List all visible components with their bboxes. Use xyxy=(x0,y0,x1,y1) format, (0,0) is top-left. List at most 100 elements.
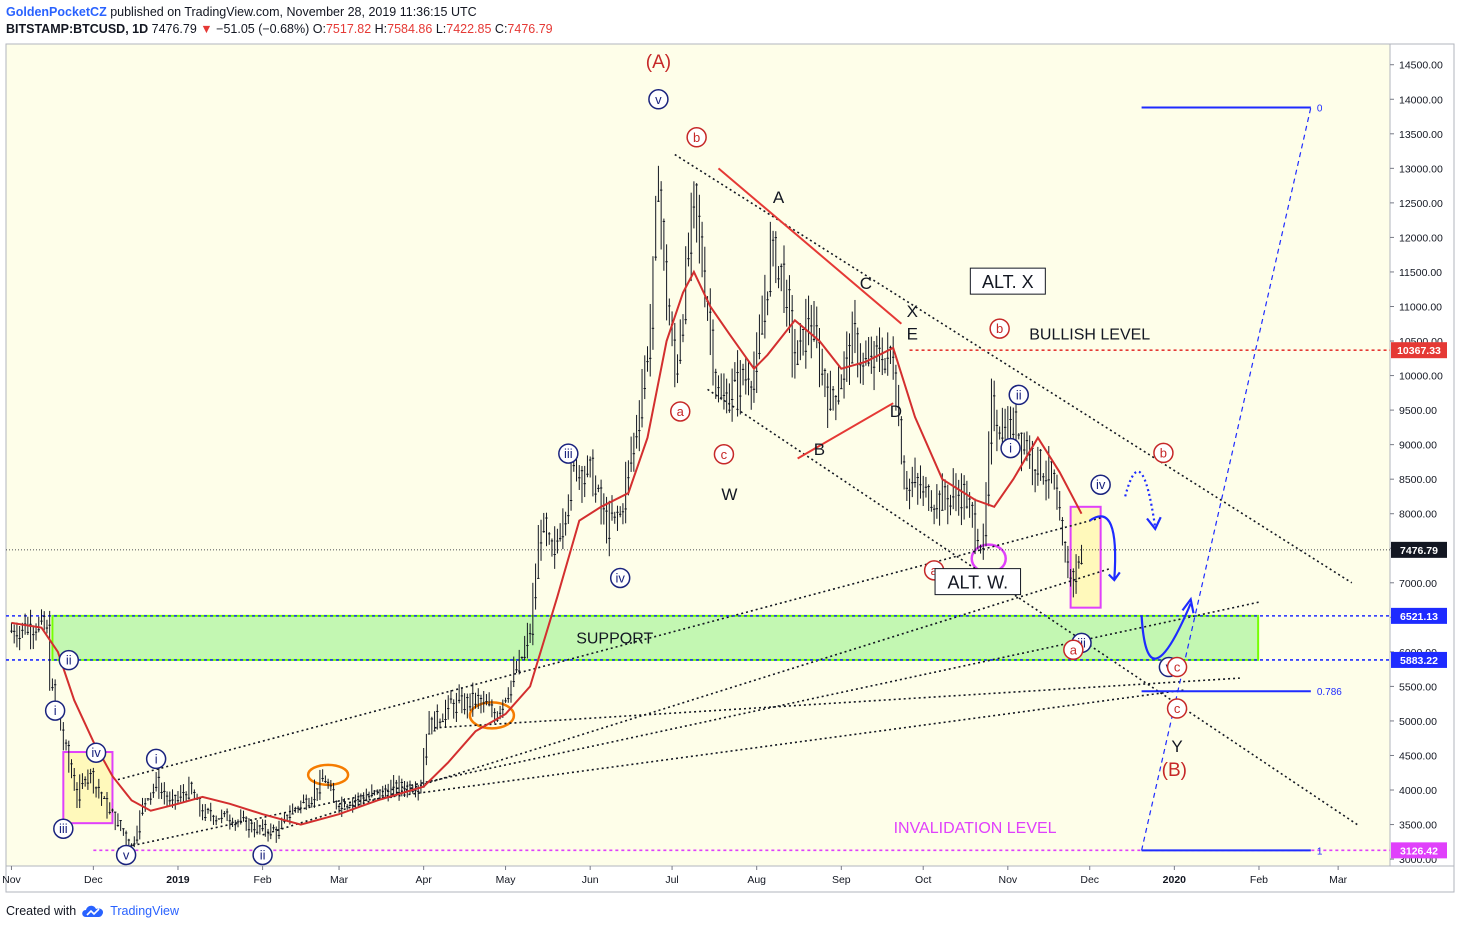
y-tick-label: 8000.00 xyxy=(1399,509,1437,521)
x-tick-label: Sep xyxy=(832,874,851,886)
wave-label-circle xyxy=(1000,437,1021,459)
chart-annotation: (B) xyxy=(1162,760,1187,781)
created-with-text: Created with xyxy=(6,904,77,918)
chart-annotation: D xyxy=(890,402,902,421)
price-tag-label: 5883.22 xyxy=(1400,655,1438,667)
wave-label: b xyxy=(996,321,1003,336)
annotation-box-label: ALT. X xyxy=(982,272,1034,292)
price-tag xyxy=(1391,651,1447,668)
wave-label: iv xyxy=(91,745,101,760)
trendline xyxy=(338,689,1186,805)
arrow-head-icon xyxy=(1108,571,1121,582)
x-tick-label: Nov xyxy=(2,874,21,886)
tradingview-link[interactable]: TradingView xyxy=(110,904,179,918)
wave-line xyxy=(797,402,894,460)
close-value: 7476.79 xyxy=(507,22,553,36)
wave-label: i xyxy=(155,751,158,766)
y-tick-label: 4500.00 xyxy=(1399,750,1437,762)
open-value: 7517.82 xyxy=(325,22,372,36)
chart-annotation: C xyxy=(860,274,872,293)
chart-annotation: B xyxy=(814,440,825,459)
wave-label-circle xyxy=(989,318,1010,339)
wave-label: iii xyxy=(59,821,68,836)
y-tick-label: 9500.00 xyxy=(1399,405,1437,417)
x-tick-label: 2019 xyxy=(166,874,190,886)
x-tick-label: 2020 xyxy=(1163,874,1187,886)
wave-label-circle xyxy=(670,401,691,422)
x-tick-label: Dec xyxy=(1080,874,1099,886)
annotation-box xyxy=(934,568,1022,596)
last-price: 7476.79 xyxy=(151,22,197,36)
wave-label: v xyxy=(655,92,662,107)
wave-line xyxy=(717,167,903,325)
publish-line: GoldenPocketCZ published on TradingView.… xyxy=(6,4,553,21)
ohlc-line: BITSTAMP:BTCUSD, 1D 7476.79 ▼ −51.05 (−0… xyxy=(6,21,553,38)
published-info: published on TradingView.com, November 2… xyxy=(110,5,477,19)
wave-label: b xyxy=(1160,445,1167,460)
y-tick-label: 12000.00 xyxy=(1399,232,1443,244)
wave-label: iii xyxy=(1077,635,1086,650)
y-tick-label: 10000.00 xyxy=(1399,371,1443,383)
wave-label: i xyxy=(54,703,57,718)
projection-arrow xyxy=(1140,603,1192,660)
y-tick-label: 14000.00 xyxy=(1399,94,1443,106)
fib-ratio-label: 1 xyxy=(1317,846,1323,857)
wave-label-circle xyxy=(648,89,669,110)
wave-label: a xyxy=(677,404,685,419)
x-tick-label: Mar xyxy=(330,874,349,886)
x-tick-label: Aug xyxy=(747,874,766,886)
wave-label-circle xyxy=(145,748,167,770)
close-label: C: xyxy=(494,22,508,36)
y-tick-label: 13000.00 xyxy=(1399,163,1443,175)
chart-annotation: Y xyxy=(1171,737,1182,756)
wave-label-circle xyxy=(1008,384,1029,406)
down-arrow-icon: ▼ xyxy=(200,22,213,36)
wave-label: a xyxy=(1070,642,1078,657)
high-value: 7584.86 xyxy=(387,22,433,36)
y-tick-label: 8500.00 xyxy=(1399,474,1437,486)
fib-trend-line xyxy=(1141,107,1312,851)
y-tick-label: 12500.00 xyxy=(1399,198,1443,210)
annotation-box xyxy=(969,267,1046,295)
symbol-name[interactable]: BITSTAMP:BTCUSD, 1D xyxy=(6,22,149,36)
wave-label: i xyxy=(1009,441,1012,456)
time-axis[interactable] xyxy=(5,865,1455,893)
chart-annotation: W xyxy=(721,485,737,504)
x-tick-label: Feb xyxy=(254,874,272,886)
y-tick-label: 11500.00 xyxy=(1399,267,1442,279)
y-tick-label: 11000.00 xyxy=(1399,301,1442,313)
chart-annotation: INVALIDATION LEVEL xyxy=(894,820,1057,837)
price-tag xyxy=(1391,541,1447,558)
wave-label-circle xyxy=(58,649,80,671)
x-tick-label: Mar xyxy=(1329,874,1348,886)
x-tick-label: Oct xyxy=(915,874,931,886)
wave-label-circle xyxy=(252,844,273,866)
y-tick-label: 4000.00 xyxy=(1399,785,1437,797)
y-tick-label: 5000.00 xyxy=(1399,716,1437,728)
wave-label-circle xyxy=(686,127,707,148)
arrow-head-icon xyxy=(1146,516,1162,531)
wave-label: ii xyxy=(260,847,266,862)
x-tick-label: Nov xyxy=(998,874,1017,886)
moving-average-line xyxy=(11,269,1083,826)
y-tick-label: 14500.00 xyxy=(1399,60,1443,72)
wave-label: c xyxy=(1174,660,1181,675)
arrow-head-icon xyxy=(1181,596,1195,614)
wave-label: c xyxy=(1174,701,1181,716)
y-tick-label: 13500.00 xyxy=(1399,129,1443,141)
wave-label-circle xyxy=(713,444,735,465)
wave-label: b xyxy=(693,130,700,145)
wave-label-circle xyxy=(85,742,107,763)
fib-ratio-label: 0 xyxy=(1317,104,1323,115)
y-tick-label: 9000.00 xyxy=(1399,440,1437,452)
wave-label-circle xyxy=(609,567,631,589)
wave-label-circle xyxy=(1153,442,1174,464)
author-name[interactable]: GoldenPocketCZ xyxy=(6,5,107,19)
upper-channel-line xyxy=(674,153,1353,584)
x-tick-label: Feb xyxy=(1250,874,1268,886)
wave-label-circle xyxy=(1166,698,1188,719)
wave-label-circle xyxy=(1063,639,1084,661)
wave-label-circle xyxy=(1090,474,1111,495)
price-tag-label: 3126.42 xyxy=(1400,845,1438,857)
